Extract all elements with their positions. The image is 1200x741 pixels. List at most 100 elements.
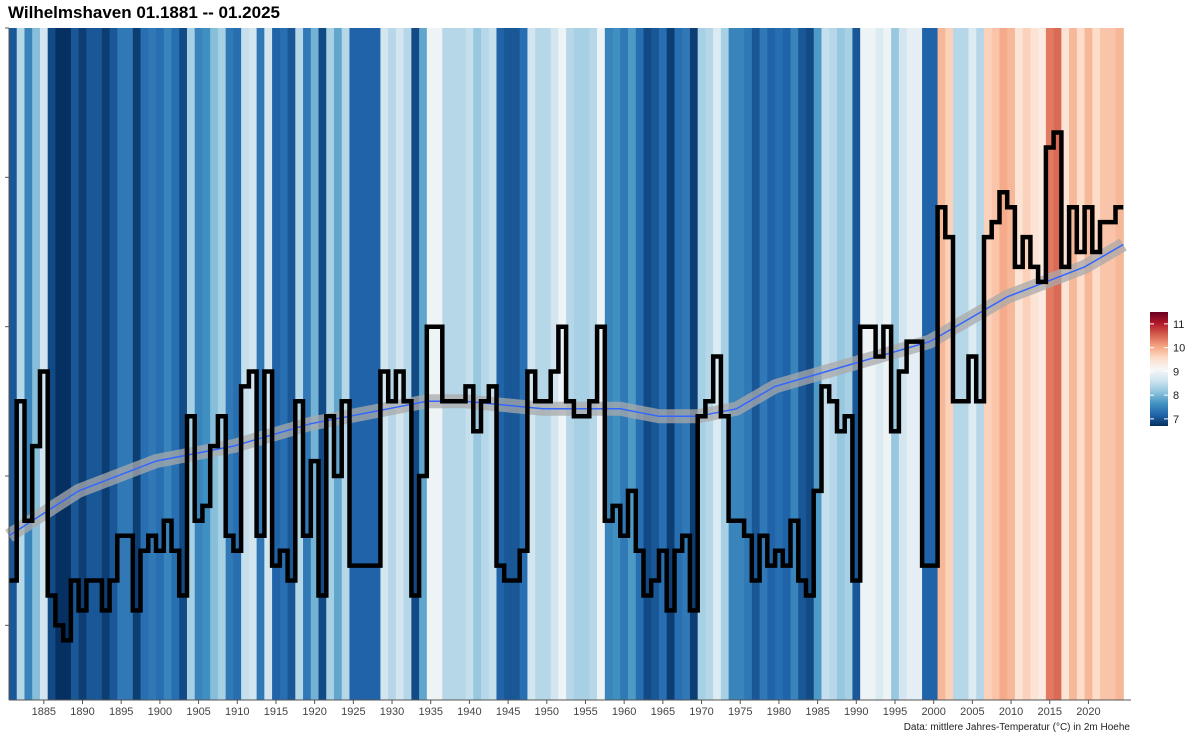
stripe-1932 — [403, 28, 412, 700]
stripe-1887 — [55, 28, 64, 700]
stripe-2010 — [1007, 28, 1016, 700]
stripe-1922 — [326, 28, 335, 700]
stripe-1972 — [713, 28, 722, 700]
annual-temperature-step — [9, 130, 1124, 643]
stripe-1918 — [295, 28, 304, 700]
stripe-1895 — [117, 28, 126, 700]
stripe-1933 — [411, 28, 420, 700]
stripe-1968 — [682, 28, 691, 700]
stripe-2012 — [1022, 28, 1032, 700]
stripe-1886 — [47, 28, 57, 700]
x-axis-ticks: 1885 1890 1895 1900 1905 1910 1915 1920 1925 1930… — [32, 700, 1101, 718]
stripe-2005 — [968, 28, 977, 700]
colorbar-label: 7 — [1173, 414, 1179, 426]
stripe-1906 — [202, 28, 211, 700]
stripe-1949 — [535, 28, 544, 700]
stripe-1920 — [310, 28, 320, 700]
stripe-1964 — [651, 28, 660, 700]
stripe-1944 — [496, 28, 505, 700]
stripe-1962 — [635, 28, 645, 700]
trend-line — [8, 243, 1124, 537]
stripe-1985 — [813, 28, 823, 700]
stripe-1978 — [759, 28, 768, 700]
stripe-1955 — [581, 28, 590, 700]
x-tick-label: 2020 — [1076, 706, 1100, 718]
stripe-1930 — [388, 28, 397, 700]
stripe-2008 — [991, 28, 1001, 700]
stripe-1939 — [457, 28, 467, 700]
stripe-1894 — [109, 28, 118, 700]
stripe-1960 — [620, 28, 629, 700]
stripe-1915 — [272, 28, 281, 700]
stripe-1963 — [643, 28, 652, 700]
stripe-2023 — [1107, 28, 1117, 700]
stripe-1903 — [179, 28, 188, 700]
stripe-1902 — [171, 28, 180, 700]
stripe-1890 — [78, 28, 87, 700]
stripe-1946 — [511, 28, 521, 700]
colorbar — [1150, 312, 1168, 426]
stripe-1986 — [821, 28, 830, 700]
x-tick-label: 1940 — [457, 706, 481, 718]
stripe-1997 — [906, 28, 915, 700]
stripe-2009 — [999, 28, 1008, 700]
stripe-1909 — [225, 28, 234, 700]
data-source-caption: Data: mittlere Jahres-Temperatur (°C) in… — [903, 722, 1130, 733]
x-tick-label: 1990 — [844, 706, 868, 718]
stripe-1893 — [101, 28, 111, 700]
stripe-1996 — [898, 28, 908, 700]
stripe-1897 — [132, 28, 142, 700]
stripe-1892 — [94, 28, 103, 700]
x-tick-label: 1905 — [186, 706, 210, 718]
colorbar-label: 8 — [1173, 390, 1179, 402]
stripe-1908 — [217, 28, 227, 700]
stripe-1913 — [256, 28, 265, 700]
x-tick-label: 1920 — [302, 706, 326, 718]
stripe-1921 — [318, 28, 327, 700]
x-tick-label: 1945 — [496, 706, 520, 718]
stripe-1943 — [488, 28, 498, 700]
stripe-1967 — [674, 28, 683, 700]
stripe-2013 — [1030, 28, 1039, 700]
stripe-1973 — [720, 28, 730, 700]
x-tick-label: 1965 — [651, 706, 675, 718]
stripe-1917 — [287, 28, 296, 700]
stripe-1912 — [248, 28, 258, 700]
stripe-1919 — [303, 28, 312, 700]
stripe-1954 — [573, 28, 583, 700]
chart-title: Wilhelmshaven 01.1881 -- 01.2025 — [8, 3, 280, 22]
stripe-1898 — [140, 28, 149, 700]
stripe-1998 — [914, 28, 923, 700]
stripe-1929 — [380, 28, 389, 700]
stripe-2024 — [1115, 28, 1124, 700]
stripe-1882 — [16, 28, 26, 700]
x-tick-label: 2005 — [960, 706, 984, 718]
stripe-1947 — [519, 28, 529, 700]
colorbar-label: 10 — [1173, 343, 1185, 355]
colorbar-legend: 11 10 9 8 7 — [1150, 312, 1185, 426]
stripe-2014 — [1038, 28, 1047, 700]
stripe-1900 — [156, 28, 165, 700]
stripe-1924 — [341, 28, 351, 700]
stripe-1938 — [450, 28, 459, 700]
stripe-1983 — [798, 28, 807, 700]
stripe-2022 — [1100, 28, 1109, 700]
stripe-1993 — [875, 28, 884, 700]
stripe-1965 — [658, 28, 668, 700]
x-tick-label: 1980 — [767, 706, 791, 718]
stripe-1926 — [357, 28, 366, 700]
axes — [5, 27, 1131, 701]
stripe-1976 — [744, 28, 753, 700]
stripe-1966 — [666, 28, 676, 700]
stripe-1977 — [751, 28, 761, 700]
stripe-1891 — [86, 28, 95, 700]
stripe-1916 — [279, 28, 289, 700]
x-tick-label: 2010 — [999, 706, 1023, 718]
x-tick-label: 1970 — [689, 706, 713, 718]
stripe-1981 — [782, 28, 792, 700]
stripe-2006 — [976, 28, 985, 700]
stripe-1952 — [558, 28, 567, 700]
stripe-2007 — [983, 28, 993, 700]
stripe-1956 — [589, 28, 598, 700]
